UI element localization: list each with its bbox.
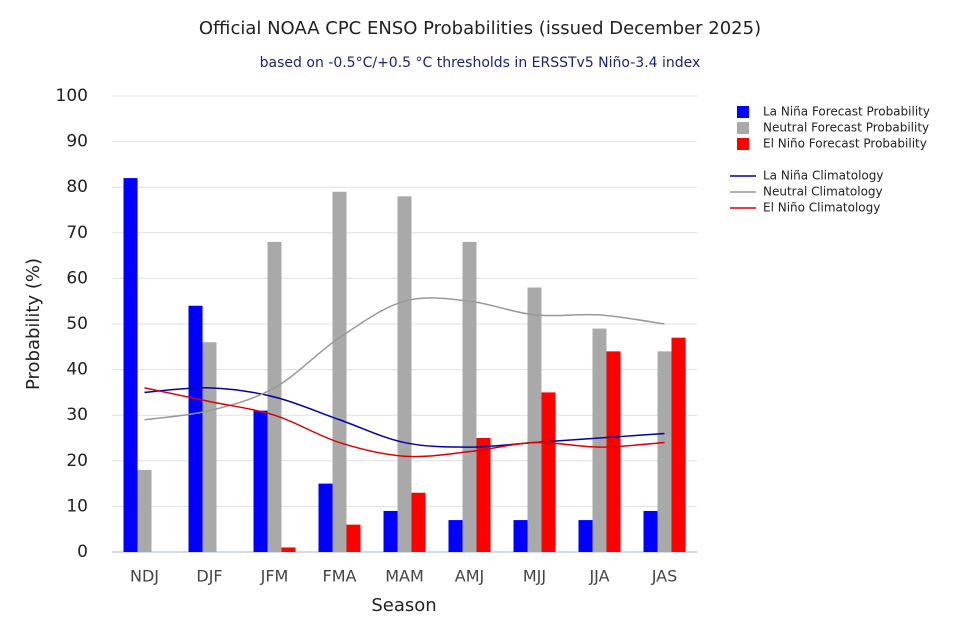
bar — [397, 196, 412, 552]
bar — [671, 337, 686, 552]
bar — [462, 241, 477, 553]
x-tick-label: JAS — [651, 567, 678, 586]
y-tick-label: 30 — [66, 405, 88, 425]
bar — [448, 520, 463, 552]
bar — [346, 524, 361, 552]
legend-label: El Niño Forecast Probability — [763, 137, 927, 151]
x-tick-label: FMA — [323, 567, 357, 586]
climatology-line — [144, 387, 665, 448]
bar — [657, 351, 672, 552]
y-tick-label: 20 — [66, 451, 88, 471]
bar — [411, 492, 426, 552]
bar — [592, 328, 607, 552]
legend-label: La Niña Forecast Probability — [763, 105, 930, 119]
x-tick-label: JFM — [260, 567, 289, 586]
x-tick-label: NDJ — [130, 567, 159, 586]
y-tick-label: 90 — [66, 132, 88, 152]
bar — [578, 520, 593, 552]
y-tick-label: 70 — [66, 223, 88, 243]
y-tick-label: 100 — [56, 86, 88, 106]
bar — [253, 410, 268, 552]
bar — [332, 191, 347, 552]
y-tick-label: 50 — [66, 314, 88, 334]
x-tick-label: JJA — [588, 567, 609, 586]
x-tick-label: MJJ — [523, 567, 546, 586]
bar — [318, 483, 333, 552]
legend-label: Neutral Forecast Probability — [763, 121, 929, 135]
x-axis-label: Season — [371, 595, 436, 616]
chart-title: Official NOAA CPC ENSO Probabilities (is… — [199, 18, 761, 39]
bar — [643, 510, 658, 552]
x-tick-label: MAM — [385, 567, 424, 586]
bar — [123, 178, 138, 552]
climatology-line — [144, 387, 665, 458]
y-tick-label: 0 — [77, 542, 88, 562]
bar — [281, 547, 296, 552]
legend-swatch — [737, 138, 749, 150]
bar — [513, 520, 528, 552]
legend-label: El Niño Climatology — [763, 201, 880, 215]
bar — [527, 287, 542, 552]
legend-label: La Niña Climatology — [763, 169, 883, 183]
legend-swatch — [737, 122, 749, 134]
y-tick-label: 10 — [66, 496, 88, 516]
bar — [606, 351, 621, 552]
bar — [188, 305, 203, 552]
bar — [476, 438, 491, 552]
y-tick-label: 40 — [66, 360, 88, 380]
x-tick-label: DJF — [196, 567, 222, 586]
bar — [541, 392, 556, 552]
y-axis-label: Probability (%) — [23, 258, 44, 390]
bar — [383, 510, 398, 552]
x-tick-label: AMJ — [455, 567, 484, 586]
y-tick-label: 80 — [66, 177, 88, 197]
legend-swatch — [737, 106, 749, 118]
bar — [202, 342, 217, 552]
legend-label: Neutral Climatology — [763, 185, 883, 199]
bar — [137, 469, 152, 552]
chart-subtitle: based on -0.5°C/+0.5 °C thresholds in ER… — [260, 55, 701, 71]
y-tick-label: 60 — [66, 268, 88, 288]
